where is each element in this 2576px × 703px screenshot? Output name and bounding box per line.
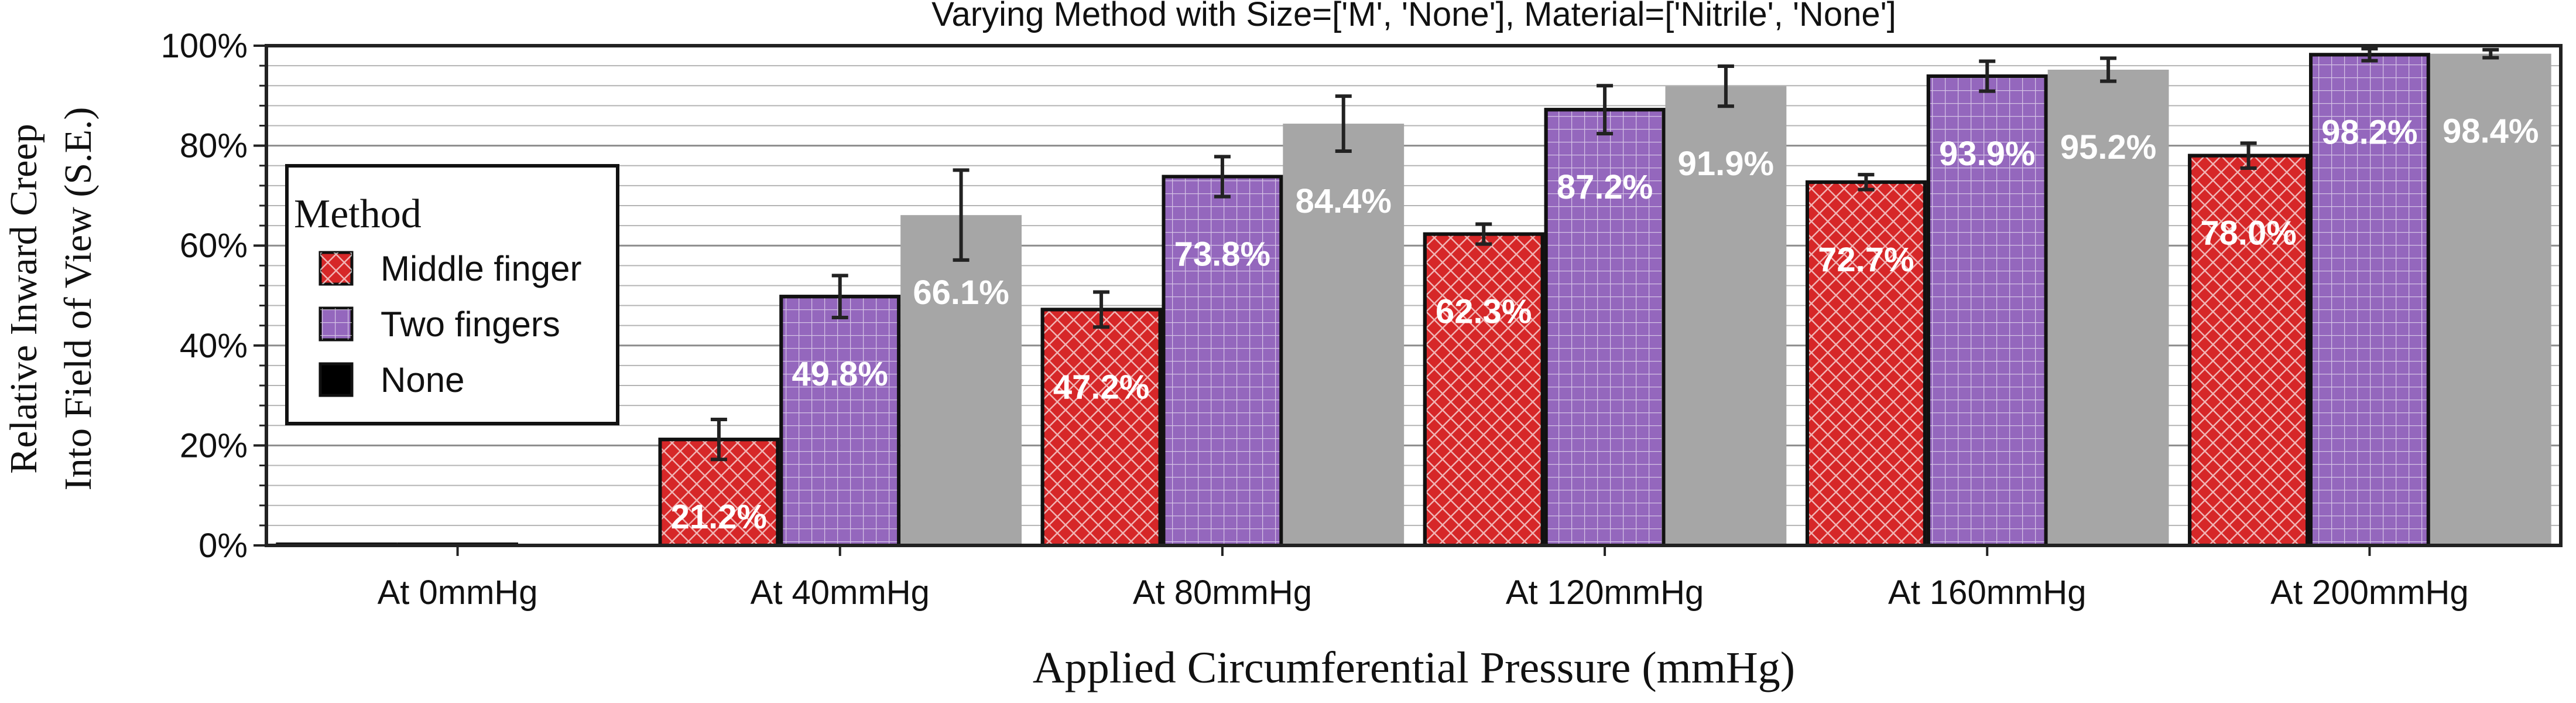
bar-hatch xyxy=(781,296,899,545)
data-labels: 21.2% 49.8% 66.1% 47.2% 73.8% 84.4% 62.3% 87.2%… xyxy=(671,112,2539,537)
bar-hatch xyxy=(1807,182,1925,545)
y-axis: 0% 20% 40% 60% 80% 100% xyxy=(161,27,266,565)
legend-swatch-hatch xyxy=(320,308,352,340)
y-axis-label-line-2: Into Field of View (S.E.) xyxy=(57,107,100,491)
legend-entries: Middle finger Two fingers None xyxy=(318,249,582,400)
bar xyxy=(1283,124,1405,545)
bar xyxy=(1665,86,1787,545)
y-tick-label: 20% xyxy=(180,426,248,465)
bar-hatch xyxy=(1928,76,2046,545)
bar-hatch xyxy=(1042,309,1160,545)
bar-hatch xyxy=(2310,54,2428,545)
bar-hatch xyxy=(2190,155,2307,545)
y-tick-label: 80% xyxy=(180,127,248,165)
x-tick-label: At 120mmHg xyxy=(1506,574,1704,612)
data-label: 93.9% xyxy=(1939,135,2035,173)
y-tick-label: 0% xyxy=(198,527,248,565)
chart-title: Varying Method with Size=['M', 'None'], … xyxy=(931,0,1896,33)
bars xyxy=(276,53,2551,545)
legend-swatch-hatch xyxy=(320,252,352,284)
legend: Method Middle finger Two fingers None xyxy=(285,164,619,425)
x-tick-label: At 0mmHg xyxy=(378,574,538,612)
legend-title: Method xyxy=(294,192,422,237)
data-label: 47.2% xyxy=(1053,368,1149,406)
data-label: 78.0% xyxy=(2200,214,2296,252)
data-label: 73.8% xyxy=(1174,235,1270,273)
grid-lines xyxy=(266,45,2561,547)
x-tick-label: At 40mmHg xyxy=(751,574,930,612)
data-label: 62.3% xyxy=(1436,293,1532,331)
bar xyxy=(900,215,1022,545)
x-axis: At 0mmHg At 40mmHg At 80mmHg At 120mmHg At 1… xyxy=(378,545,2469,612)
y-axis-label: Relative Inward Creep Into Field of View… xyxy=(2,107,100,491)
data-label: 21.2% xyxy=(671,498,767,536)
data-label: 98.4% xyxy=(2443,112,2539,151)
legend-entry-label: Middle finger xyxy=(381,249,582,288)
data-label: 91.9% xyxy=(1678,145,1774,183)
data-label: 72.7% xyxy=(1818,241,1914,279)
bar xyxy=(2430,53,2551,545)
y-tick-label: 60% xyxy=(180,227,248,265)
data-label: 87.2% xyxy=(1557,168,1653,206)
x-axis-label: Applied Circumferential Pressure (mmHg) xyxy=(1033,643,1795,692)
legend-entry-label: Two fingers xyxy=(381,305,560,344)
x-tick-label: At 200mmHg xyxy=(2270,574,2468,612)
data-label: 84.4% xyxy=(1296,182,1392,220)
y-tick-label: 40% xyxy=(180,327,248,365)
y-tick-label: 100% xyxy=(161,27,248,65)
plot-frame xyxy=(265,44,2563,547)
x-tick-label: At 160mmHg xyxy=(1888,574,2086,612)
legend-swatch xyxy=(318,362,354,397)
y-axis-label-line-1: Relative Inward Creep xyxy=(2,124,45,473)
x-tick-label: At 80mmHg xyxy=(1133,574,1312,612)
bar xyxy=(2047,69,2169,545)
bar-hatch xyxy=(1424,234,1543,545)
data-label: 49.8% xyxy=(792,355,888,393)
legend-entry-label: None xyxy=(381,360,464,400)
data-label: 98.2% xyxy=(2321,113,2417,151)
data-label: 95.2% xyxy=(2060,128,2156,166)
bar-hatch xyxy=(1546,110,1664,545)
bar-hatch xyxy=(1163,176,1282,545)
error-bars xyxy=(710,47,2499,462)
data-label: 66.1% xyxy=(913,274,1009,312)
